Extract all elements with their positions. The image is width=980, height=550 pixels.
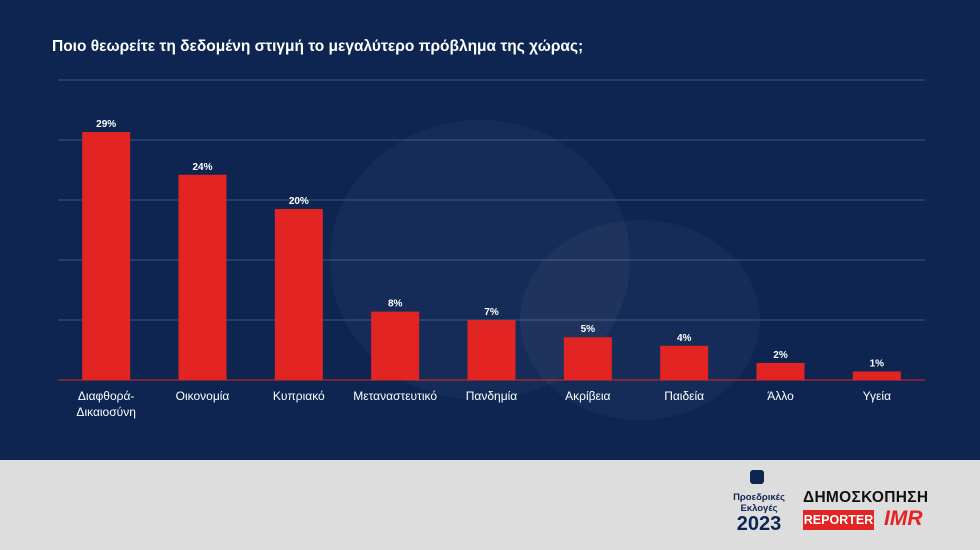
data-label: 7%: [484, 307, 499, 318]
bar: [82, 132, 131, 380]
data-label: 24%: [192, 162, 212, 173]
data-label: 4%: [677, 333, 692, 344]
elections-logo: Προεδρικές Εκλογές 2023: [728, 470, 788, 536]
bar: [467, 320, 516, 380]
logo-year: 2023: [736, 513, 782, 535]
bars: [82, 132, 901, 380]
category-label: Παιδεία: [664, 389, 704, 403]
category-label: Ακρίβεια: [565, 389, 610, 403]
category-label: Δικαιοσύνη: [76, 405, 135, 419]
category-label: Μεταναστευτικό: [353, 389, 437, 403]
category-labels: Διαφθορά- Δικαιοσύνη Οικονομία Κυπριακό Μετα…: [76, 389, 891, 419]
footer: [0, 460, 980, 550]
data-label: 20%: [289, 196, 309, 207]
category-label: Οικονομία: [176, 389, 230, 403]
bar: [563, 337, 612, 380]
data-label: 5%: [581, 324, 596, 335]
logo-line1: Προεδρικές: [733, 492, 785, 503]
bar: [756, 362, 805, 380]
bar-chart: 29% 24% 20% 8% 7% 5% 4% 2% 1% Διαφθορά- Δικαιοσύν…: [58, 79, 925, 419]
chart-panel: Ποιο θεωρείτε τη δεδομένη στιγμή το μεγα…: [0, 0, 980, 460]
bar: [371, 311, 420, 380]
bar: [274, 208, 323, 380]
category-label: Πανδημία: [466, 389, 518, 403]
data-label: 29%: [96, 119, 116, 130]
data-label: 1%: [870, 358, 885, 369]
logo-line2: Εκλογές: [740, 503, 778, 514]
survey-title: ΔΗΜΟΣΚΟΠΗΣΗ: [803, 489, 929, 506]
category-label: Υγεία: [863, 389, 891, 403]
bar: [660, 345, 709, 380]
data-label: 8%: [388, 299, 403, 310]
reporter-logo: REPORTER: [803, 510, 874, 530]
chart-title: Ποιο θεωρείτε τη δεδομένη στιγμή το μεγα…: [52, 38, 584, 55]
category-label: Διαφθορά-: [78, 389, 135, 403]
ballot-box-icon: [750, 470, 764, 484]
grid-lines: [58, 79, 925, 321]
category-label: Κυπριακό: [273, 389, 325, 403]
data-label: 2%: [773, 350, 788, 361]
bar: [852, 371, 901, 380]
data-labels: 29% 24% 20% 8% 7% 5% 4% 2% 1%: [96, 119, 884, 369]
imr-logo: IMR: [884, 507, 923, 530]
category-label: Άλλο: [767, 389, 794, 403]
bar: [178, 174, 227, 380]
